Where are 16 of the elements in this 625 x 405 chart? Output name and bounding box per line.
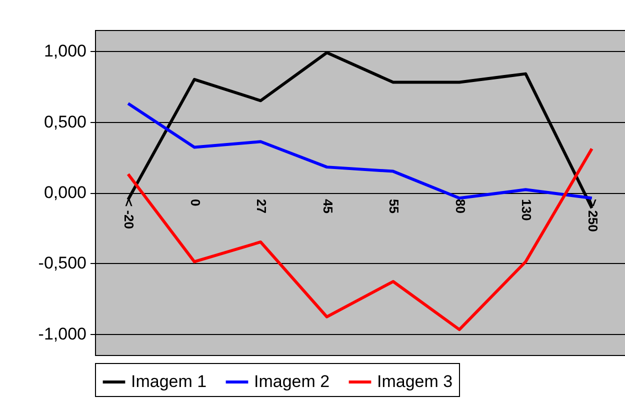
y-tick-label: 0,500 bbox=[44, 112, 86, 132]
line-series bbox=[126, 102, 594, 200]
x-tick-label: 0 bbox=[188, 199, 203, 206]
y-tick-label: 1,000 bbox=[44, 42, 86, 61]
y-tick-label: 0,000 bbox=[44, 183, 86, 202]
y-tick-label: -1,000 bbox=[38, 324, 86, 344]
legend-label: Imagem 1 bbox=[131, 372, 207, 391]
x-tick-label: < -20 bbox=[122, 199, 137, 229]
x-tick-label: 45 bbox=[320, 199, 336, 214]
legend-label: Imagem 2 bbox=[254, 372, 330, 391]
x-tick-label: 55 bbox=[386, 199, 402, 214]
x-tick-label: 80 bbox=[452, 199, 468, 214]
legend-label: Imagem 3 bbox=[377, 372, 453, 391]
x-tick-label: 27 bbox=[254, 199, 270, 214]
x-tick-label: 130 bbox=[519, 199, 534, 221]
y-tick-label: -0,500 bbox=[38, 254, 86, 273]
